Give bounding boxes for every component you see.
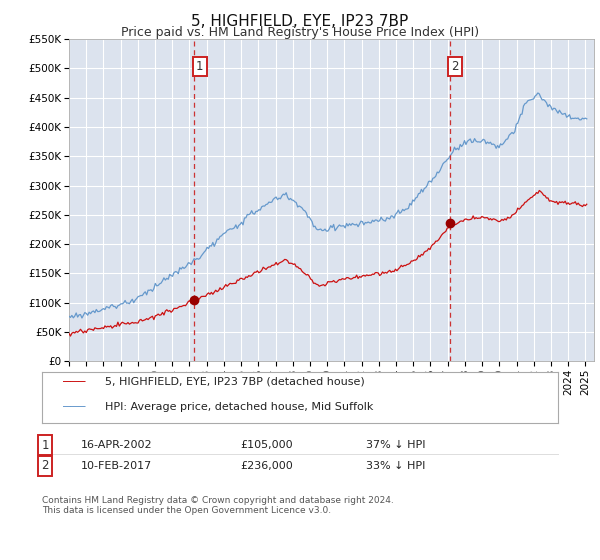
Text: 2: 2 [41, 459, 49, 473]
Text: HPI: Average price, detached house, Mid Suffolk: HPI: Average price, detached house, Mid … [105, 402, 373, 412]
Text: 1: 1 [196, 60, 203, 73]
Text: 16-APR-2002: 16-APR-2002 [81, 440, 152, 450]
Text: Price paid vs. HM Land Registry's House Price Index (HPI): Price paid vs. HM Land Registry's House … [121, 26, 479, 39]
Text: ———: ——— [63, 400, 86, 413]
Text: 5, HIGHFIELD, EYE, IP23 7BP: 5, HIGHFIELD, EYE, IP23 7BP [191, 14, 409, 29]
Text: £105,000: £105,000 [240, 440, 293, 450]
Text: £236,000: £236,000 [240, 461, 293, 471]
Text: 1: 1 [41, 438, 49, 452]
Text: ———: ——— [63, 375, 86, 389]
Text: 37% ↓ HPI: 37% ↓ HPI [366, 440, 425, 450]
Text: 5, HIGHFIELD, EYE, IP23 7BP (detached house): 5, HIGHFIELD, EYE, IP23 7BP (detached ho… [105, 377, 365, 387]
Text: 33% ↓ HPI: 33% ↓ HPI [366, 461, 425, 471]
Text: 10-FEB-2017: 10-FEB-2017 [81, 461, 152, 471]
Text: Contains HM Land Registry data © Crown copyright and database right 2024.
This d: Contains HM Land Registry data © Crown c… [42, 496, 394, 515]
Text: 2: 2 [451, 60, 458, 73]
